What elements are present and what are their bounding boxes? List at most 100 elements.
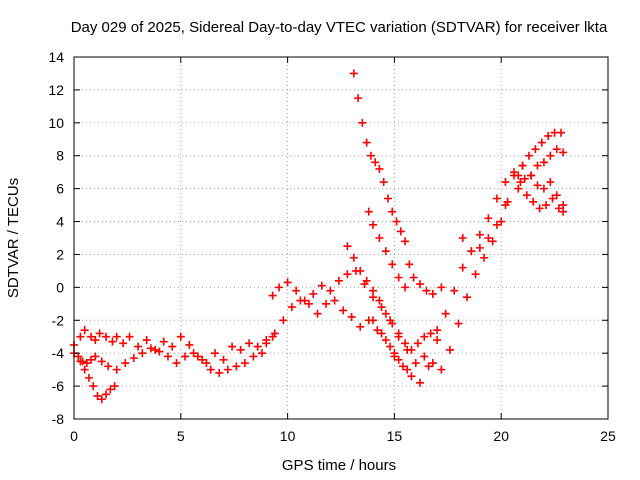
data-point	[392, 217, 401, 226]
data-point	[437, 283, 446, 292]
x-tick-label: 10	[280, 428, 296, 444]
data-point	[202, 359, 211, 368]
data-point	[304, 299, 313, 308]
data-point	[245, 339, 254, 348]
data-point	[488, 237, 497, 246]
data-point	[467, 247, 476, 256]
data-point	[475, 230, 484, 239]
y-tick-label: 8	[56, 148, 64, 164]
data-point	[497, 217, 506, 226]
data-point	[375, 296, 384, 305]
data-point	[535, 204, 544, 213]
data-point	[322, 299, 331, 308]
y-tick-label: 2	[56, 246, 64, 262]
data-point	[433, 326, 442, 335]
data-point	[181, 352, 190, 361]
series-track-g	[343, 242, 442, 354]
data-point	[381, 336, 390, 345]
data-point	[249, 352, 258, 361]
data-point	[369, 220, 378, 229]
y-tick-label: 4	[56, 214, 64, 230]
data-point	[270, 329, 279, 338]
data-point	[349, 253, 358, 262]
data-point	[106, 385, 115, 394]
data-point	[546, 178, 555, 187]
data-point	[163, 352, 172, 361]
data-point	[394, 273, 403, 282]
data-point	[330, 296, 339, 305]
data-point	[369, 316, 378, 325]
data-point	[514, 184, 523, 193]
data-point	[317, 281, 326, 290]
data-point	[516, 178, 525, 187]
data-point	[388, 207, 397, 216]
data-point	[343, 270, 352, 279]
data-point	[524, 151, 533, 160]
data-point	[119, 339, 128, 348]
data-point	[369, 286, 378, 295]
data-point	[394, 355, 403, 364]
data-point	[527, 171, 536, 180]
data-point	[82, 359, 91, 368]
data-point	[544, 131, 553, 140]
data-point	[219, 355, 228, 364]
data-point	[401, 283, 410, 292]
data-point	[334, 276, 343, 285]
data-point	[74, 352, 83, 361]
data-point	[428, 289, 437, 298]
y-tick-label: -4	[52, 345, 65, 361]
data-point	[87, 355, 96, 364]
series-track-f	[349, 69, 446, 298]
data-point	[559, 201, 568, 210]
data-point	[420, 332, 429, 341]
data-point	[409, 273, 418, 282]
data-point	[416, 280, 425, 289]
data-point	[396, 227, 405, 236]
data-points	[70, 69, 568, 404]
data-point	[386, 342, 395, 351]
data-point	[253, 342, 262, 351]
data-point	[383, 194, 392, 203]
data-point	[398, 362, 407, 371]
data-point	[93, 391, 102, 400]
y-axis-label: SDTVAR / TECUs	[5, 178, 22, 298]
series-track-e	[262, 296, 399, 358]
data-point	[95, 329, 104, 338]
data-point	[420, 352, 429, 361]
data-point	[257, 349, 266, 358]
data-point	[339, 306, 348, 315]
data-point	[428, 359, 437, 368]
data-point	[501, 201, 510, 210]
data-point	[104, 362, 113, 371]
data-point	[134, 342, 143, 351]
data-point	[110, 382, 119, 391]
data-point	[193, 352, 202, 361]
data-point	[176, 332, 185, 341]
data-point	[358, 118, 367, 127]
data-point	[364, 207, 373, 216]
data-point	[458, 263, 467, 272]
y-tick-label: -2	[52, 312, 65, 328]
data-point	[349, 69, 358, 78]
data-point	[326, 286, 335, 295]
data-point	[484, 234, 493, 242]
series-track-h	[364, 207, 410, 292]
data-point	[401, 339, 410, 348]
data-point	[91, 336, 100, 345]
data-point	[377, 303, 386, 312]
data-point	[362, 138, 371, 147]
data-point	[537, 138, 546, 147]
data-point	[87, 332, 96, 341]
data-point	[514, 171, 523, 180]
data-point	[309, 289, 318, 298]
data-point	[480, 253, 489, 262]
data-point	[548, 194, 557, 203]
data-point	[198, 355, 207, 364]
data-point	[347, 312, 356, 321]
y-tick-label: -8	[52, 411, 65, 427]
data-point	[228, 342, 237, 351]
data-point	[501, 178, 510, 187]
data-point	[159, 337, 168, 346]
data-point	[426, 329, 435, 338]
data-point	[283, 278, 292, 287]
